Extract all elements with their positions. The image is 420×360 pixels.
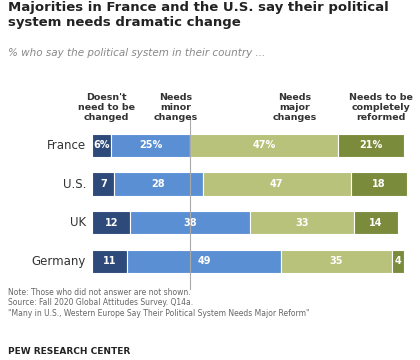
Text: 28: 28 <box>152 179 165 189</box>
Bar <box>338 134 404 157</box>
Text: 21%: 21% <box>360 140 383 150</box>
Text: 35: 35 <box>330 256 343 266</box>
Text: Germany: Germany <box>32 255 86 268</box>
Text: 33: 33 <box>295 218 309 228</box>
Text: 7: 7 <box>100 179 107 189</box>
Text: 6%: 6% <box>94 140 110 150</box>
Text: 38: 38 <box>183 218 197 228</box>
Text: % who say the political system in their country ...: % who say the political system in their … <box>8 48 265 58</box>
Text: 4: 4 <box>394 256 402 266</box>
Text: France: France <box>47 139 86 152</box>
Text: Doesn't
need to be
changed: Doesn't need to be changed <box>78 93 135 122</box>
Text: Needs
major
changes: Needs major changes <box>273 93 317 122</box>
Text: Needs to be
completely
reformed: Needs to be completely reformed <box>349 93 413 122</box>
Text: 18: 18 <box>372 179 386 189</box>
Text: 47%: 47% <box>252 140 276 150</box>
Bar <box>130 211 250 234</box>
Bar <box>92 250 127 273</box>
Bar <box>92 134 111 157</box>
Text: Note: Those who did not answer are not shown.
Source: Fall 2020 Global Attitudes: Note: Those who did not answer are not s… <box>8 288 310 318</box>
Text: Needs
minor
changes: Needs minor changes <box>154 93 198 122</box>
Bar <box>127 250 281 273</box>
Text: 25%: 25% <box>139 140 162 150</box>
Text: 47: 47 <box>270 179 284 189</box>
Text: 12: 12 <box>105 218 118 228</box>
Text: Majorities in France and the U.S. say their political
system needs dramatic chan: Majorities in France and the U.S. say th… <box>8 1 389 29</box>
Bar <box>281 250 391 273</box>
Text: PEW RESEARCH CENTER: PEW RESEARCH CENTER <box>8 347 131 356</box>
Bar <box>250 211 354 234</box>
Bar <box>391 250 404 273</box>
Bar <box>351 172 407 195</box>
Text: 11: 11 <box>103 256 116 266</box>
Bar <box>190 134 338 157</box>
Bar <box>203 172 351 195</box>
Bar <box>92 172 114 195</box>
Bar <box>354 211 398 234</box>
Bar <box>114 172 203 195</box>
Text: U.S.: U.S. <box>63 177 86 190</box>
Text: UK: UK <box>70 216 86 229</box>
Text: 14: 14 <box>369 218 383 228</box>
Text: 49: 49 <box>197 256 211 266</box>
Bar <box>92 211 130 234</box>
Bar <box>111 134 190 157</box>
